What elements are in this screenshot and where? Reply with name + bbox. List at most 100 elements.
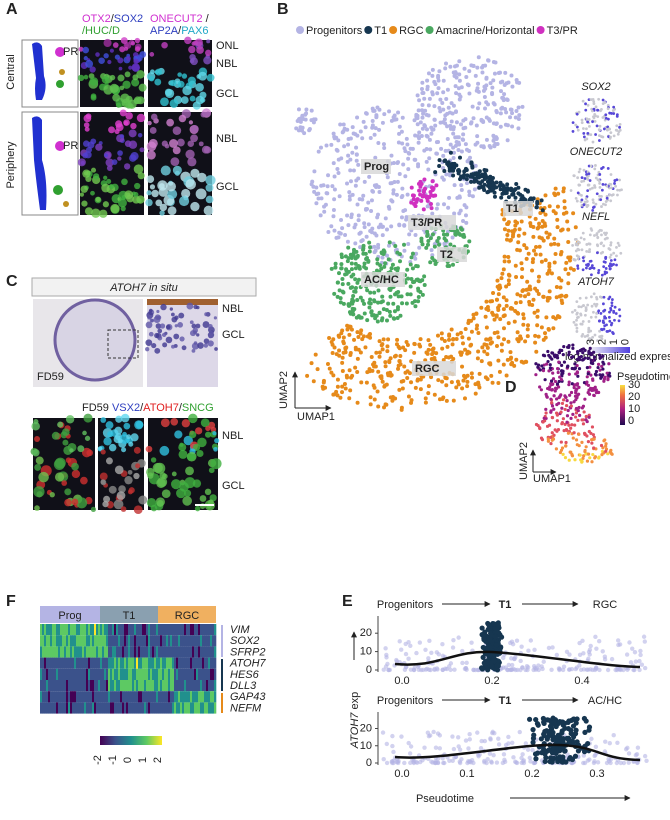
colorbar-tick: 0 (620, 339, 632, 345)
heatmap-cell (182, 668, 185, 680)
cell-point (376, 140, 381, 145)
cell-point (402, 248, 407, 253)
pseudotime-point (561, 353, 565, 357)
cell-point (526, 323, 531, 328)
cell-point (530, 747, 535, 753)
cell-point (467, 189, 472, 194)
feature-point (618, 178, 621, 182)
cell-point (330, 184, 335, 189)
stain-header-part: AP2A (150, 25, 179, 37)
feature-point (583, 177, 587, 180)
cell-point (557, 667, 562, 673)
cell-nucleus (150, 504, 158, 512)
cell-point (463, 213, 468, 218)
cell-point (327, 335, 332, 340)
heatmap-cell (84, 646, 87, 658)
heatmap-cell (158, 691, 161, 703)
heatmap-cell (56, 635, 59, 647)
cell-point (351, 294, 356, 299)
pseudotime-point (581, 357, 585, 362)
cell-point (376, 288, 381, 293)
cell-point (432, 117, 437, 122)
cell-point (361, 246, 366, 251)
cell-point (552, 260, 557, 265)
cell-nucleus (205, 49, 212, 57)
feature-point (606, 117, 610, 121)
feature-point (592, 205, 596, 209)
cell-nucleus (183, 435, 193, 446)
cell-point (311, 379, 316, 384)
cell-point (332, 228, 337, 233)
cell-point (380, 730, 386, 735)
cell-point (433, 123, 438, 128)
cell-nucleus (117, 74, 125, 82)
feature-point (615, 263, 618, 267)
cell-nucleus (197, 172, 207, 183)
pseudotime-point (562, 344, 566, 349)
heatmap-cell (184, 691, 187, 703)
pseudotime-point (560, 406, 564, 410)
heatmap-cell (80, 691, 83, 703)
heatmap-cell (188, 657, 191, 669)
cell-nucleus (65, 457, 72, 463)
cell-point (322, 204, 327, 209)
cell-point (554, 284, 559, 289)
cell-point (505, 138, 510, 143)
cell-nucleus (114, 426, 123, 435)
pseudotime-point (569, 401, 573, 405)
heatmap-cell (112, 635, 115, 647)
cell-point (411, 197, 416, 202)
cell-point (418, 387, 423, 392)
cell-nucleus (131, 63, 140, 72)
cell-point (491, 752, 496, 758)
cell-point (413, 304, 418, 309)
cell-point (566, 756, 573, 762)
heatmap-cell (182, 646, 185, 658)
cell-nucleus (82, 430, 87, 436)
feature-point (609, 243, 613, 247)
heatmap-cell (80, 680, 83, 692)
cell-point (494, 180, 499, 185)
cell-point (420, 242, 425, 247)
cell-nucleus (149, 52, 155, 57)
cell-point (492, 71, 497, 76)
cell-point (470, 194, 475, 199)
cell-point (361, 251, 366, 256)
cell-point (554, 652, 560, 658)
cell-point (563, 267, 568, 272)
cell-nucleus (136, 70, 145, 79)
cell-point (427, 137, 432, 142)
heatmap-cell (146, 657, 149, 669)
ganglion-cell (56, 80, 64, 88)
heatmap-cell (142, 646, 145, 658)
heatmap-cell (128, 646, 131, 658)
cell-point (566, 227, 571, 232)
cell-point (343, 272, 348, 277)
cell-point (549, 271, 554, 276)
cell-point (426, 384, 431, 389)
cell-nucleus (99, 209, 108, 218)
cell-point (451, 746, 457, 752)
cell-point (525, 747, 531, 752)
cell-nucleus (128, 129, 137, 138)
heatmap-cell (198, 680, 201, 692)
cell-point (399, 647, 404, 652)
cell-point (335, 280, 340, 285)
group-label: Prog (58, 610, 81, 622)
cell-point (512, 363, 517, 368)
cell-point (523, 741, 529, 746)
pseudotime-point (579, 458, 583, 462)
pseudotime-point (563, 394, 567, 398)
heatmap-cell (202, 680, 205, 692)
pseudotime-point (580, 418, 584, 422)
cell-point (457, 72, 462, 77)
heatmap-cell (60, 680, 63, 692)
cell-point (430, 67, 435, 72)
heatmap-cell (66, 702, 69, 714)
cell-point (437, 69, 442, 74)
cell-point (408, 284, 413, 289)
cell-point (492, 102, 497, 107)
cell-nucleus (119, 46, 126, 53)
cell-point (464, 205, 469, 210)
cell-point (476, 349, 481, 354)
